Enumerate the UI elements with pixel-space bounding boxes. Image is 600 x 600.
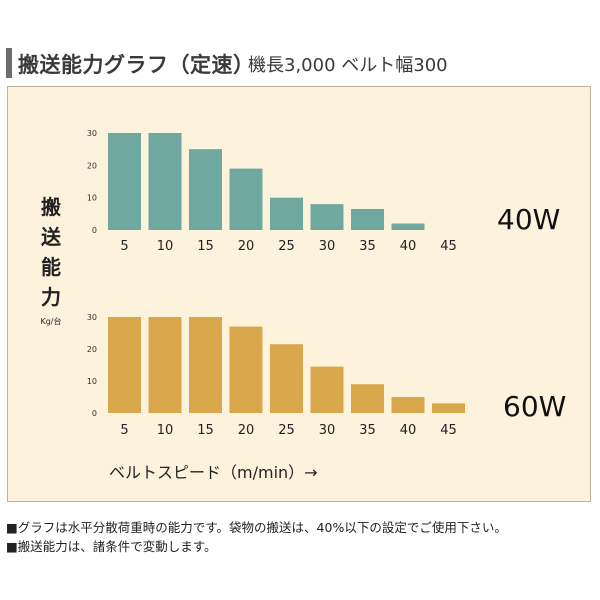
- bar-60w-20: [229, 326, 263, 413]
- x-tick-label: 25: [278, 239, 295, 254]
- bar-40w-5: [108, 133, 141, 230]
- bar-40w-15: [189, 149, 222, 230]
- x-tick-label: 5: [120, 423, 128, 438]
- y-tick-label: 10: [87, 194, 97, 203]
- footnote: ■グラフは水平分散荷重時の能力です。袋物の搬送は、40%以下の設定でご使用下さい…: [6, 520, 507, 535]
- x-tick-label: 45: [440, 239, 457, 254]
- bar-60w-35: [351, 384, 384, 413]
- bar-60w-30: [310, 366, 344, 413]
- y-tick-label: 10: [87, 377, 97, 386]
- y-axis-unit: Kg/台: [40, 317, 62, 326]
- bar-40w-40: [391, 223, 425, 230]
- x-tick-label: 35: [359, 239, 376, 254]
- x-tick-label: 10: [157, 239, 174, 254]
- x-tick-label: 25: [278, 423, 295, 438]
- x-tick-label: 40: [400, 423, 417, 438]
- bar-60w-45: [432, 403, 465, 413]
- bar-60w-25: [270, 344, 303, 413]
- title-marker: [6, 48, 12, 78]
- y-axis-label-char: 力: [41, 285, 61, 309]
- x-tick-label: 15: [197, 239, 214, 254]
- x-tick-label: 5: [120, 239, 128, 254]
- x-tick-label: 30: [319, 423, 336, 438]
- bar-40w-10: [148, 133, 182, 230]
- y-tick-label: 0: [92, 226, 97, 235]
- series-label-60w: 60W: [503, 390, 567, 423]
- y-axis-label-char: 送: [41, 225, 61, 249]
- page-subtitle: 機長3,000 ベルト幅300: [248, 55, 448, 76]
- y-tick-label: 0: [92, 409, 97, 418]
- y-tick-label: 20: [87, 161, 97, 170]
- y-tick-label: 30: [87, 313, 97, 322]
- bar-40w-25: [270, 197, 303, 230]
- bar-40w-35: [351, 208, 384, 230]
- page-title: 搬送能力グラフ（定速）: [18, 53, 255, 77]
- y-tick-label: 20: [87, 345, 97, 354]
- y-axis-label-char: 搬: [41, 195, 61, 219]
- footnote: ■搬送能力は、諸条件で変動します。: [6, 539, 217, 554]
- x-tick-label: 30: [319, 239, 336, 254]
- bar-40w-20: [229, 168, 263, 230]
- x-tick-label: 40: [400, 239, 417, 254]
- x-tick-label: 10: [157, 423, 174, 438]
- y-tick-label: 30: [87, 129, 97, 138]
- x-tick-label: 20: [238, 239, 255, 254]
- y-axis-label: 搬 送 能 力: [36, 192, 66, 312]
- series-label-40w: 40W: [497, 203, 561, 236]
- x-tick-label: 45: [440, 423, 457, 438]
- x-axis-label: ベルトスピード（m/min）→: [109, 463, 318, 482]
- bar-40w-30: [310, 204, 344, 230]
- bar-60w-40: [391, 397, 425, 413]
- x-tick-label: 20: [238, 423, 255, 438]
- x-tick-label: 15: [197, 423, 214, 438]
- bar-60w-15: [189, 317, 222, 413]
- y-axis-label-char: 能: [41, 255, 61, 279]
- bar-60w-5: [108, 317, 141, 413]
- chart-panel: [7, 86, 591, 502]
- x-tick-label: 35: [359, 423, 376, 438]
- bar-60w-10: [148, 317, 182, 413]
